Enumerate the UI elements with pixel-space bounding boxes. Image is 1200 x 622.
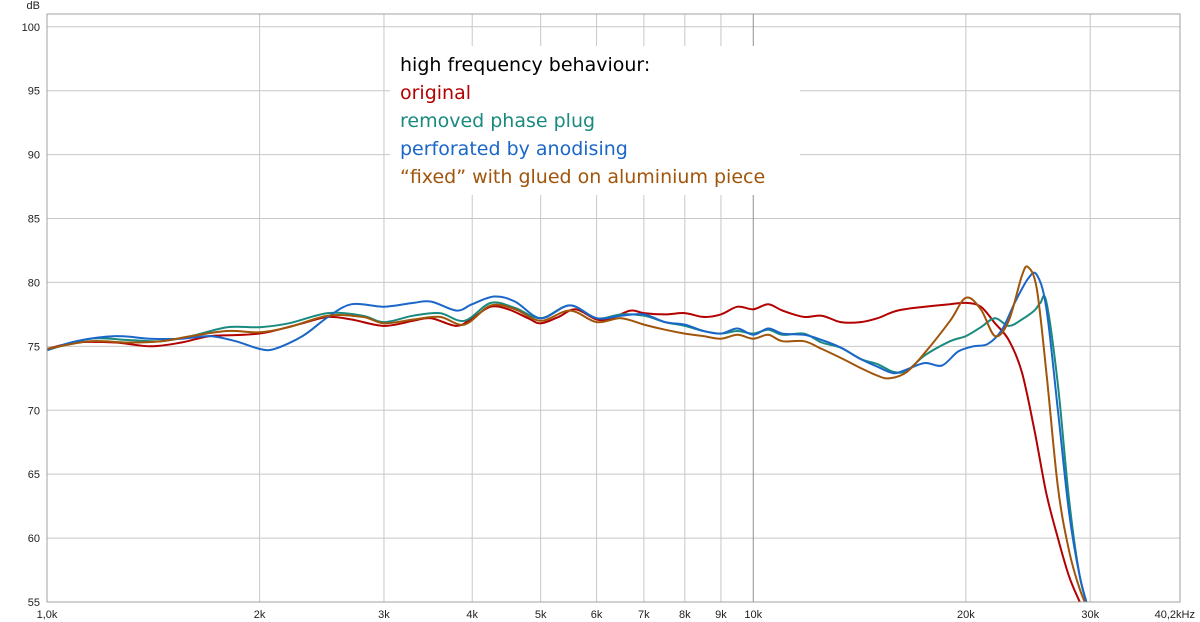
x-tick-label: 5k xyxy=(535,609,547,621)
x-tick-label: 3k xyxy=(378,609,390,621)
plot-area-border xyxy=(46,13,1181,603)
series-original-line xyxy=(47,301,1081,602)
x-axis-tick-labels: 1,0k 2k 3k 4k 5k 6k 7k 8k 9k 10k 20k 30k 40,2kHz xyxy=(37,609,1195,621)
x-tick-label: 2k xyxy=(254,609,266,621)
chart-series-group xyxy=(47,265,1088,602)
x-tick-label: 40,2kHz xyxy=(1155,609,1195,621)
y-tick-label: 60 xyxy=(28,533,40,545)
series-perforated-line xyxy=(47,271,1088,602)
y-tick-label: 90 xyxy=(28,150,40,162)
legend-item-fixed: “fixed” with glued on aluminium piece xyxy=(400,166,766,188)
x-tick-label: 6k xyxy=(591,609,603,621)
y-axis-tick-labels: 55 60 65 70 75 80 85 90 95 100 xyxy=(22,22,40,609)
x-tick-label: 4k xyxy=(466,609,478,621)
chart-frame xyxy=(46,13,1181,603)
x-tick-label: 20k xyxy=(957,609,975,621)
x-tick-label: 7k xyxy=(638,609,650,621)
y-tick-label: 55 xyxy=(28,597,40,609)
legend-item-original: original xyxy=(400,82,472,104)
legend-title: high frequency behaviour: xyxy=(400,54,651,76)
y-tick-label: 65 xyxy=(28,469,40,481)
y-tick-label: 85 xyxy=(28,214,40,226)
x-tick-label: 9k xyxy=(715,609,727,621)
x-tick-label: 1,0k xyxy=(37,609,58,621)
x-tick-label: 8k xyxy=(679,609,691,621)
y-tick-label: 100 xyxy=(22,22,40,34)
y-tick-label: 70 xyxy=(28,405,40,417)
legend-item-removed-phase-plug: removed phase plug xyxy=(400,110,596,132)
x-tick-label: 10k xyxy=(744,609,762,621)
y-axis-label: dB xyxy=(27,0,40,12)
chart-legend: high frequency behaviour: original remov… xyxy=(390,46,800,195)
legend-item-perforated: perforated by anodising xyxy=(400,138,628,160)
y-tick-label: 80 xyxy=(28,277,40,289)
y-tick-label: 75 xyxy=(28,341,40,353)
x-tick-label: 30k xyxy=(1081,609,1099,621)
y-tick-label: 95 xyxy=(28,86,40,98)
series-fixed-line xyxy=(47,265,1086,602)
chart-grid xyxy=(47,14,1180,603)
